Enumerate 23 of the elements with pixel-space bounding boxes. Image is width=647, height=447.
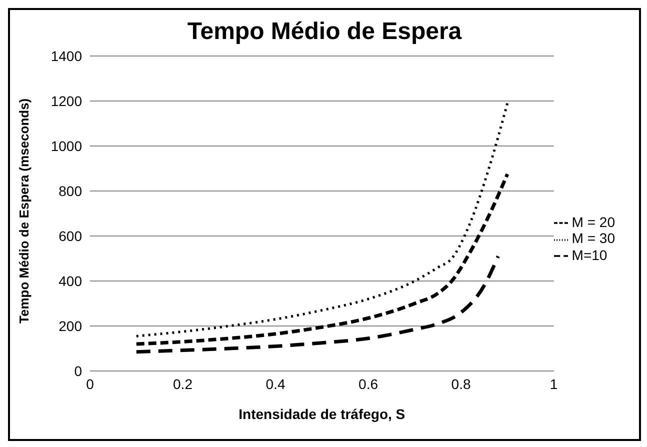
chart-title: Tempo Médio de Espera xyxy=(186,18,463,46)
x-tick-label: 0.2 xyxy=(173,376,193,392)
x-axis-title: Intensidade de tráfego, S xyxy=(238,406,406,422)
x-tick-label: 0.8 xyxy=(451,376,471,392)
y-tick-label: 1400 xyxy=(50,48,82,64)
line-series xyxy=(135,102,509,338)
y-tick-label: 400 xyxy=(58,272,82,289)
line-series xyxy=(134,172,510,346)
x-tick-label: 0.6 xyxy=(358,376,378,392)
y-tick-label: 0 xyxy=(74,362,82,379)
x-tick-label: 0.4 xyxy=(266,376,286,392)
x-tick-label: 1 xyxy=(550,376,558,392)
y-axis-title: Tempo Médio de Espera (mseconds) xyxy=(16,98,32,324)
x-tick-label: 0 xyxy=(86,376,94,392)
y-tick-label: 1000 xyxy=(50,138,82,154)
legend-label: M = 30 xyxy=(572,230,615,246)
y-tick-label: 1200 xyxy=(50,92,82,109)
y-tick-label: 800 xyxy=(58,182,82,199)
y-tick-label: 600 xyxy=(58,228,82,244)
line-series xyxy=(134,254,500,354)
legend-label: M = 20 xyxy=(572,214,615,230)
legend-label: M=10 xyxy=(572,246,608,263)
y-tick-label: 200 xyxy=(58,318,82,334)
